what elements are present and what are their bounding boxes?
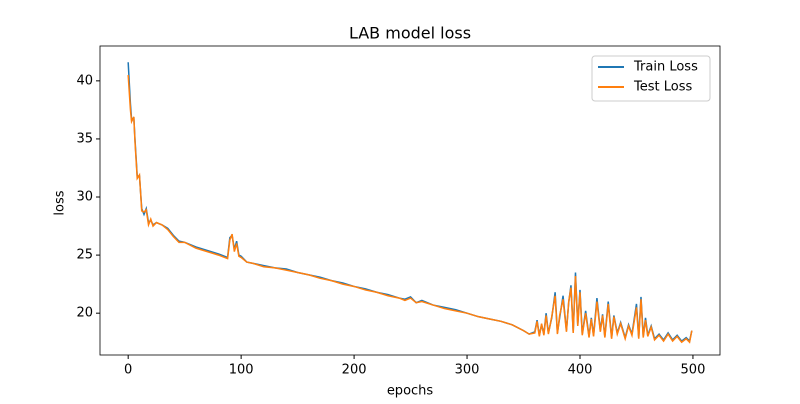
x-tick-label: 0 <box>124 363 132 378</box>
x-tick-label: 300 <box>455 363 480 378</box>
y-tick-label: 35 <box>76 131 93 146</box>
x-tick-label: 100 <box>229 363 254 378</box>
y-tick-label: 25 <box>76 248 93 263</box>
data-line <box>127 74 693 344</box>
x-tick-label: 400 <box>568 363 593 378</box>
data-line <box>127 62 693 343</box>
y-tick-label: 30 <box>76 190 93 205</box>
legend-label: Test Loss <box>633 80 692 95</box>
x-tick-label: 200 <box>342 363 367 378</box>
chart-title: LAB model loss <box>349 24 471 43</box>
y-axis-label: loss <box>53 190 68 215</box>
y-tick-label: 40 <box>76 73 93 88</box>
legend: Train Loss Test Loss <box>591 55 711 102</box>
y-tick-label: 20 <box>76 306 93 321</box>
x-tick-label: 500 <box>681 363 706 378</box>
legend-label: Train Loss <box>633 60 698 75</box>
x-axis-label: epochs <box>387 384 434 399</box>
plot-frame <box>99 45 721 356</box>
